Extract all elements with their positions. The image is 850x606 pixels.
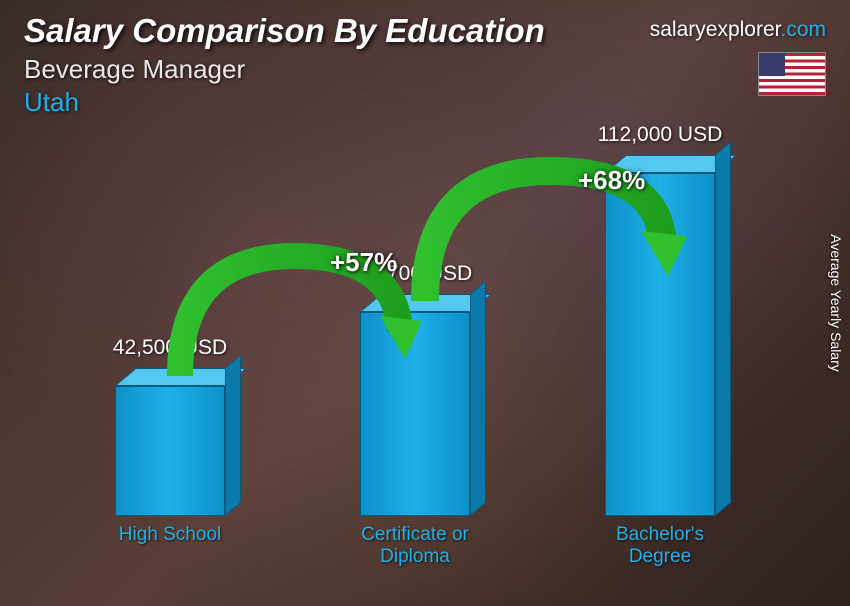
bar-label: Bachelor's Degree [585,524,735,568]
bar-side-face [715,142,731,516]
increase-pct-1: +57% [330,247,397,278]
site-brand: salaryexplorer.com [650,18,826,42]
job-title: Beverage Manager [24,54,826,85]
site-name: salaryexplorer [650,18,781,41]
bar-label: High School [119,524,221,546]
y-axis-label: Average Yearly Salary [828,234,844,372]
bar-front-face [115,386,225,516]
chart-area: 42,500 USD High School 66,700 USD Certif… [60,150,790,576]
flag-icon [758,52,826,96]
increase-pct-2: +68% [578,165,645,196]
site-suffix: .com [780,18,826,41]
location: Utah [24,87,826,118]
bar-label: Certificate or Diploma [340,524,490,568]
bar-value: 112,000 USD [598,123,723,147]
bar-high-school: 42,500 USD High School [115,386,225,516]
infographic-container: Salary Comparison By Education Beverage … [0,0,850,606]
